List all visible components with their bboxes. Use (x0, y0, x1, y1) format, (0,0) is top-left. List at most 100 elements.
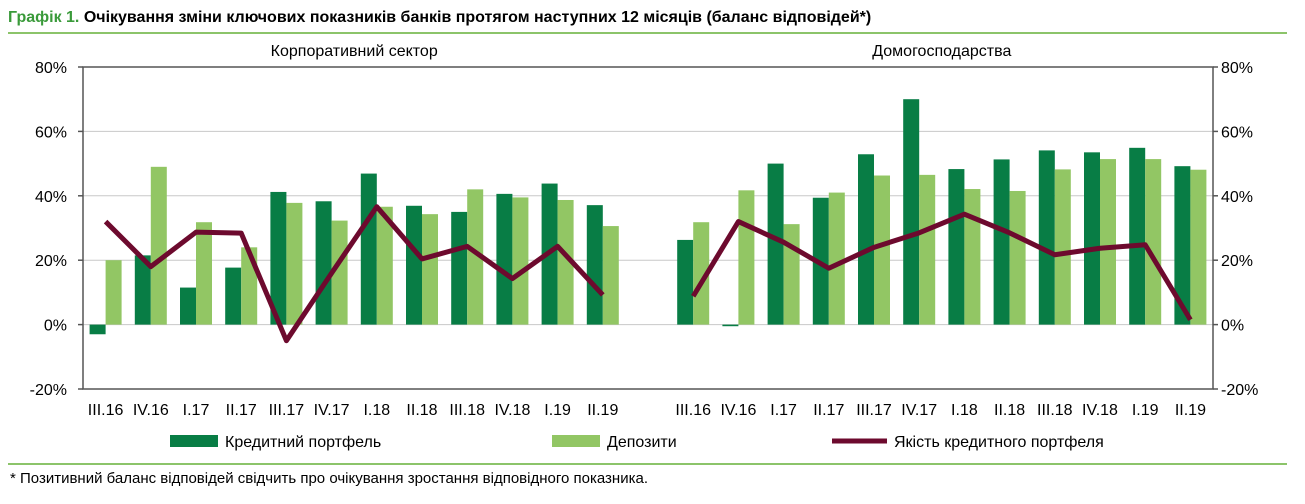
credit-bar (315, 201, 332, 325)
x-tick-label: III.16 (675, 402, 711, 419)
x-tick-label: IV.16 (720, 402, 756, 419)
deposits-bar (874, 175, 890, 325)
plot-frame (82, 66, 1214, 390)
y-tick-right: -20% (1221, 382, 1258, 399)
x-tick-label: II.19 (587, 402, 618, 419)
deposits-bar (376, 206, 393, 325)
credit-bar (1084, 152, 1100, 325)
legend-swatch-credit (170, 435, 218, 447)
deposits-bar (512, 197, 529, 325)
deposits-bar (196, 222, 212, 325)
x-tick-label: II.19 (1175, 402, 1206, 419)
credit-bar (180, 287, 196, 325)
x-tick-label: I.18 (363, 402, 390, 419)
deposits-bar (105, 260, 122, 325)
credit-bar (903, 99, 920, 325)
deposits-bar (602, 226, 619, 325)
credit-bar (451, 211, 468, 325)
deposits-bar (557, 199, 574, 325)
x-tick-label: I.17 (770, 402, 797, 419)
y-tick-left: 60% (35, 124, 67, 141)
credit-bar (270, 191, 287, 325)
x-tick-label: IV.17 (314, 402, 350, 419)
x-tick-label: I.18 (951, 402, 978, 419)
y-tick-right: 0% (1221, 318, 1244, 335)
credit-bar (722, 324, 739, 327)
footnote: * Позитивний баланс відповідей свідчить … (10, 470, 648, 487)
deposits-bar (1009, 190, 1026, 325)
x-tick-label: III.18 (1037, 402, 1073, 419)
x-tick-label: IV.17 (901, 402, 937, 419)
deposits-bar (286, 202, 303, 325)
deposits-bar (693, 222, 710, 325)
y-tick-left: -20% (30, 382, 67, 399)
y-tick-left: 20% (35, 253, 67, 270)
legend-label: Якість кредитного портфеля (894, 434, 1104, 451)
panel-title: Домогосподарства (872, 43, 1011, 60)
credit-bar (89, 324, 106, 335)
x-tick-label: II.18 (406, 402, 437, 419)
x-tick-label: III.17 (856, 402, 892, 419)
deposits-bar (1145, 159, 1162, 325)
legend-swatch-deposits (552, 435, 600, 447)
credit-bar (1129, 147, 1146, 325)
credit-bar (1038, 150, 1055, 325)
deposits-bar (1190, 169, 1207, 325)
deposits-bar (783, 224, 800, 325)
deposits-bar (1100, 159, 1116, 325)
credit-bar (677, 239, 694, 325)
x-tick-label: III.17 (269, 402, 305, 419)
footnote-rule (8, 463, 1287, 465)
deposits-bar (241, 247, 258, 325)
credit-bar (496, 193, 513, 325)
y-tick-left: 0% (44, 318, 67, 335)
x-tick-label: IV.18 (494, 402, 530, 419)
deposits-bar (828, 192, 845, 325)
panel-title: Корпоративний сектор (271, 43, 438, 60)
credit-bar (858, 154, 874, 325)
x-tick-label: IV.18 (1082, 402, 1118, 419)
figure-title-text: Очікування зміни ключових показників бан… (83, 9, 872, 26)
legend-label: Депозити (607, 434, 677, 451)
credit-bar (360, 173, 377, 325)
x-tick-label: III.18 (449, 402, 485, 419)
deposits-bar (964, 189, 981, 325)
credit-bar (767, 163, 784, 325)
credit-bar (406, 205, 422, 325)
x-tick-label: I.19 (544, 402, 571, 419)
deposits-bar (919, 174, 936, 325)
x-tick-label: IV.16 (133, 402, 169, 419)
x-tick-label: I.19 (1132, 402, 1159, 419)
y-tick-left: 80% (35, 60, 67, 77)
x-tick-label: II.17 (813, 402, 844, 419)
credit-bar (1174, 166, 1191, 325)
y-tick-right: 40% (1221, 189, 1253, 206)
title-rule (8, 32, 1287, 34)
y-tick-right: 20% (1221, 253, 1253, 270)
quality-line (691, 211, 1193, 322)
y-tick-right: 80% (1221, 60, 1253, 77)
deposits-bar (467, 189, 484, 325)
x-tick-label: I.17 (183, 402, 210, 419)
y-tick-right: 60% (1221, 124, 1253, 141)
x-tick-label: III.16 (88, 402, 124, 419)
figure-number: Графік 1. (8, 9, 80, 26)
credit-bar (225, 267, 242, 325)
y-tick-left: 40% (35, 189, 67, 206)
credit-bar (586, 205, 603, 325)
deposits-bar (150, 166, 167, 325)
deposits-bar (422, 214, 438, 325)
credit-bar (993, 159, 1010, 325)
x-tick-label: II.18 (994, 402, 1025, 419)
deposits-bar (1054, 169, 1071, 325)
figure-title: Графік 1. Очікування зміни ключових пока… (8, 9, 871, 27)
legend-label: Кредитний портфель (225, 434, 381, 451)
quality-line (103, 204, 605, 344)
credit-bar (134, 255, 151, 325)
deposits-bar (738, 190, 755, 325)
deposits-bar (331, 220, 348, 325)
credit-bar (948, 169, 965, 325)
x-tick-label: II.17 (226, 402, 257, 419)
